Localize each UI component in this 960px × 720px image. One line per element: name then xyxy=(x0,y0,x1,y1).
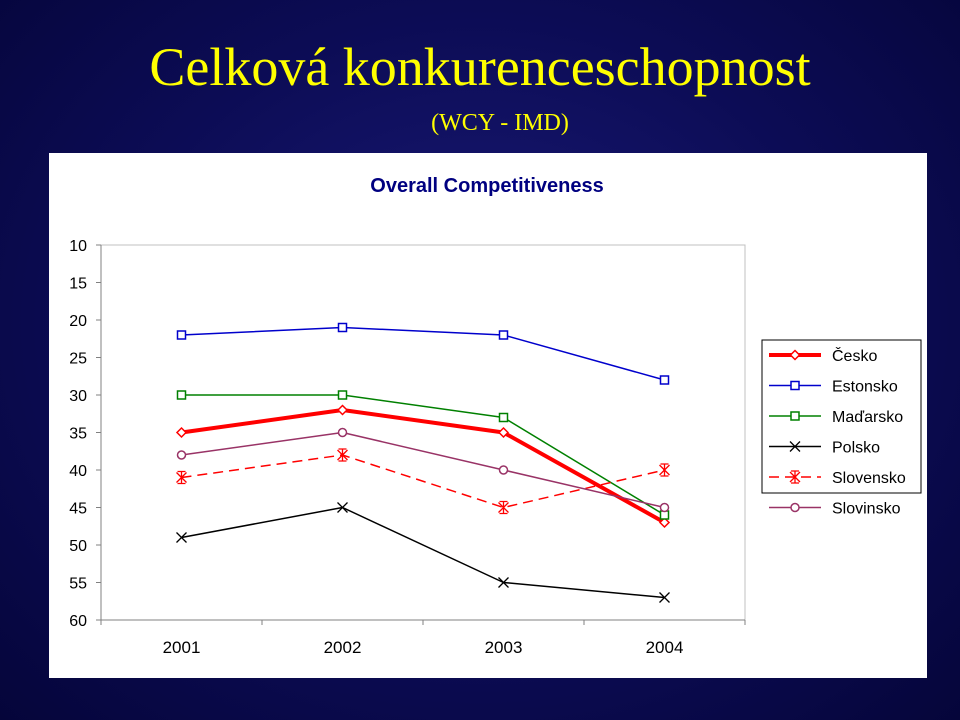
legend-label: Maďarsko xyxy=(832,409,903,426)
y-tick-label: 10 xyxy=(69,238,87,255)
legend-label: Slovinsko xyxy=(832,501,901,518)
y-tick-label: 30 xyxy=(69,388,87,405)
legend-marker xyxy=(790,502,800,513)
legend-marker xyxy=(790,411,800,421)
legend-label: Estonsko xyxy=(832,379,898,396)
data-point xyxy=(337,427,348,438)
data-point xyxy=(659,502,670,513)
data-point xyxy=(176,470,187,485)
series-polsko xyxy=(176,502,670,603)
series-line xyxy=(181,394,665,516)
legend-label: Polsko xyxy=(832,440,880,457)
data-point xyxy=(659,592,670,603)
x-tick-label: 2002 xyxy=(324,638,362,657)
data-point xyxy=(498,412,509,423)
line-chart: Overall Competitiveness 10 15 20 25 30 35 40 45… xyxy=(69,175,922,657)
data-point xyxy=(176,532,187,543)
y-tick-label: 15 xyxy=(69,276,87,293)
y-tick-label: 40 xyxy=(69,463,87,480)
x-tick-label: 2001 xyxy=(163,638,201,657)
legend-label: Slovensko xyxy=(832,470,906,487)
data-point xyxy=(176,450,187,460)
series-line xyxy=(181,506,665,599)
chart-legend: Česko Estonsko Maďarsko Polsko Slovensko Slov… xyxy=(761,339,922,518)
data-point xyxy=(497,426,510,439)
data-point xyxy=(175,426,188,439)
y-tick-label: 55 xyxy=(69,576,87,593)
y-tick-label: 50 xyxy=(69,538,87,555)
legend-label: Česko xyxy=(832,346,877,365)
y-tick-label: 25 xyxy=(69,351,87,368)
legend-marker xyxy=(789,349,801,361)
data-point xyxy=(498,500,509,515)
data-point xyxy=(176,390,187,400)
series-line xyxy=(181,454,665,509)
data-point xyxy=(659,463,670,477)
series-madarsko xyxy=(176,390,670,520)
legend-item-slovinsko: Slovinsko xyxy=(769,501,901,518)
legend-marker xyxy=(789,470,801,484)
legend-item-estonsko: Estonsko xyxy=(769,379,898,396)
data-point xyxy=(337,390,348,400)
data-point xyxy=(337,322,348,333)
data-point xyxy=(498,577,509,588)
y-tick-label: 35 xyxy=(69,426,87,443)
chart-panel: Overall Competitiveness 10 15 20 25 30 35 40 45… xyxy=(49,153,927,678)
series-line xyxy=(181,408,666,525)
series-slovensko xyxy=(176,448,670,515)
legend-item-slovensko: Slovensko xyxy=(769,470,906,487)
y-tick-label: 45 xyxy=(69,501,87,518)
y-tick-label: 20 xyxy=(69,313,87,330)
chart-series xyxy=(175,322,671,603)
series-cesko xyxy=(175,404,671,529)
legend-marker xyxy=(790,380,800,391)
chart-title: Overall Competitiveness xyxy=(370,175,603,197)
data-point xyxy=(176,330,187,340)
legend-item-cesko: Česko xyxy=(769,346,877,365)
data-point xyxy=(498,330,509,340)
data-point xyxy=(336,404,349,416)
slide-title: Celková konkurenceschopnost xyxy=(149,37,811,97)
x-tick-label: 2003 xyxy=(485,638,523,657)
slide-subtitle: (WCY - IMD) xyxy=(431,110,569,136)
data-point xyxy=(498,465,509,475)
x-tick-label: 2004 xyxy=(646,638,684,657)
legend-item-madarsko: Maďarsko xyxy=(769,409,903,426)
series-line xyxy=(181,326,665,381)
series-slovinsko xyxy=(176,427,670,513)
data-point xyxy=(658,516,671,529)
plot-area-border xyxy=(101,244,746,620)
y-tick-label: 60 xyxy=(69,613,87,630)
data-point xyxy=(337,502,348,513)
series-line xyxy=(181,431,665,509)
data-point xyxy=(659,375,670,385)
data-point xyxy=(337,448,348,462)
legend-item-polsko: Polsko xyxy=(769,440,880,457)
chart-axes: 10 15 20 25 30 35 40 45 50 55 60 2001 2002 2003 2004 xyxy=(69,238,746,657)
series-estonsko xyxy=(176,322,670,385)
legend-marker xyxy=(789,441,801,452)
